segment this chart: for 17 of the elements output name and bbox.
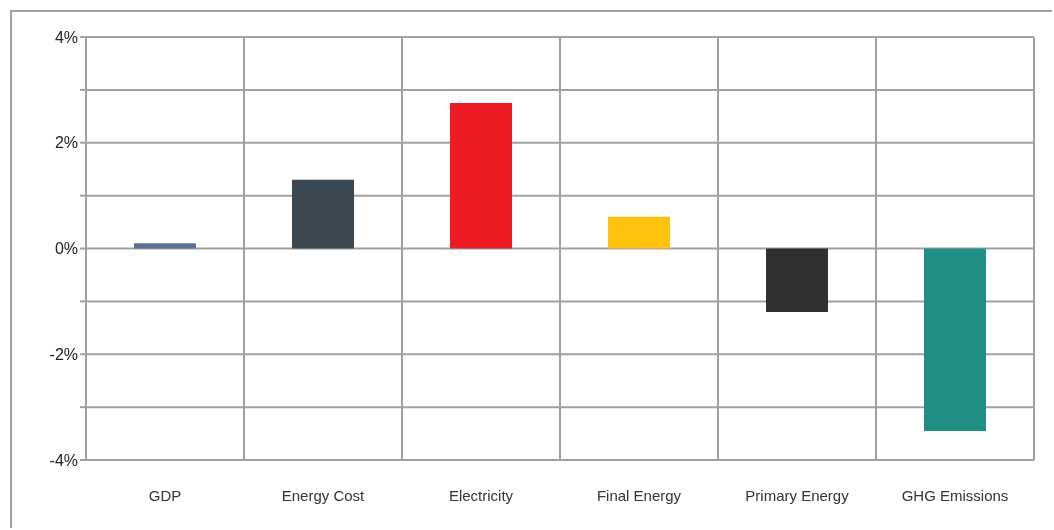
bar bbox=[766, 248, 828, 312]
y-tick-label: -2% bbox=[49, 345, 78, 363]
x-tick-label: Energy Cost bbox=[281, 486, 366, 504]
x-tick-label: Final Energy bbox=[596, 486, 682, 504]
x-tick-label: Electricity bbox=[448, 486, 514, 504]
y-tick-label: -4% bbox=[49, 451, 78, 469]
bar bbox=[450, 103, 512, 249]
bar bbox=[292, 179, 354, 249]
x-tick-label: Primary Energy bbox=[745, 486, 850, 504]
bar bbox=[134, 243, 196, 249]
x-tick-label: GDP bbox=[148, 486, 182, 504]
bar bbox=[608, 216, 670, 249]
y-tick-label: 4% bbox=[54, 28, 78, 46]
y-tick-label: 2% bbox=[54, 134, 78, 152]
x-tick-label: GHG Emissions bbox=[901, 486, 1009, 504]
y-tick-label: 0% bbox=[54, 240, 78, 258]
bar bbox=[924, 248, 986, 431]
